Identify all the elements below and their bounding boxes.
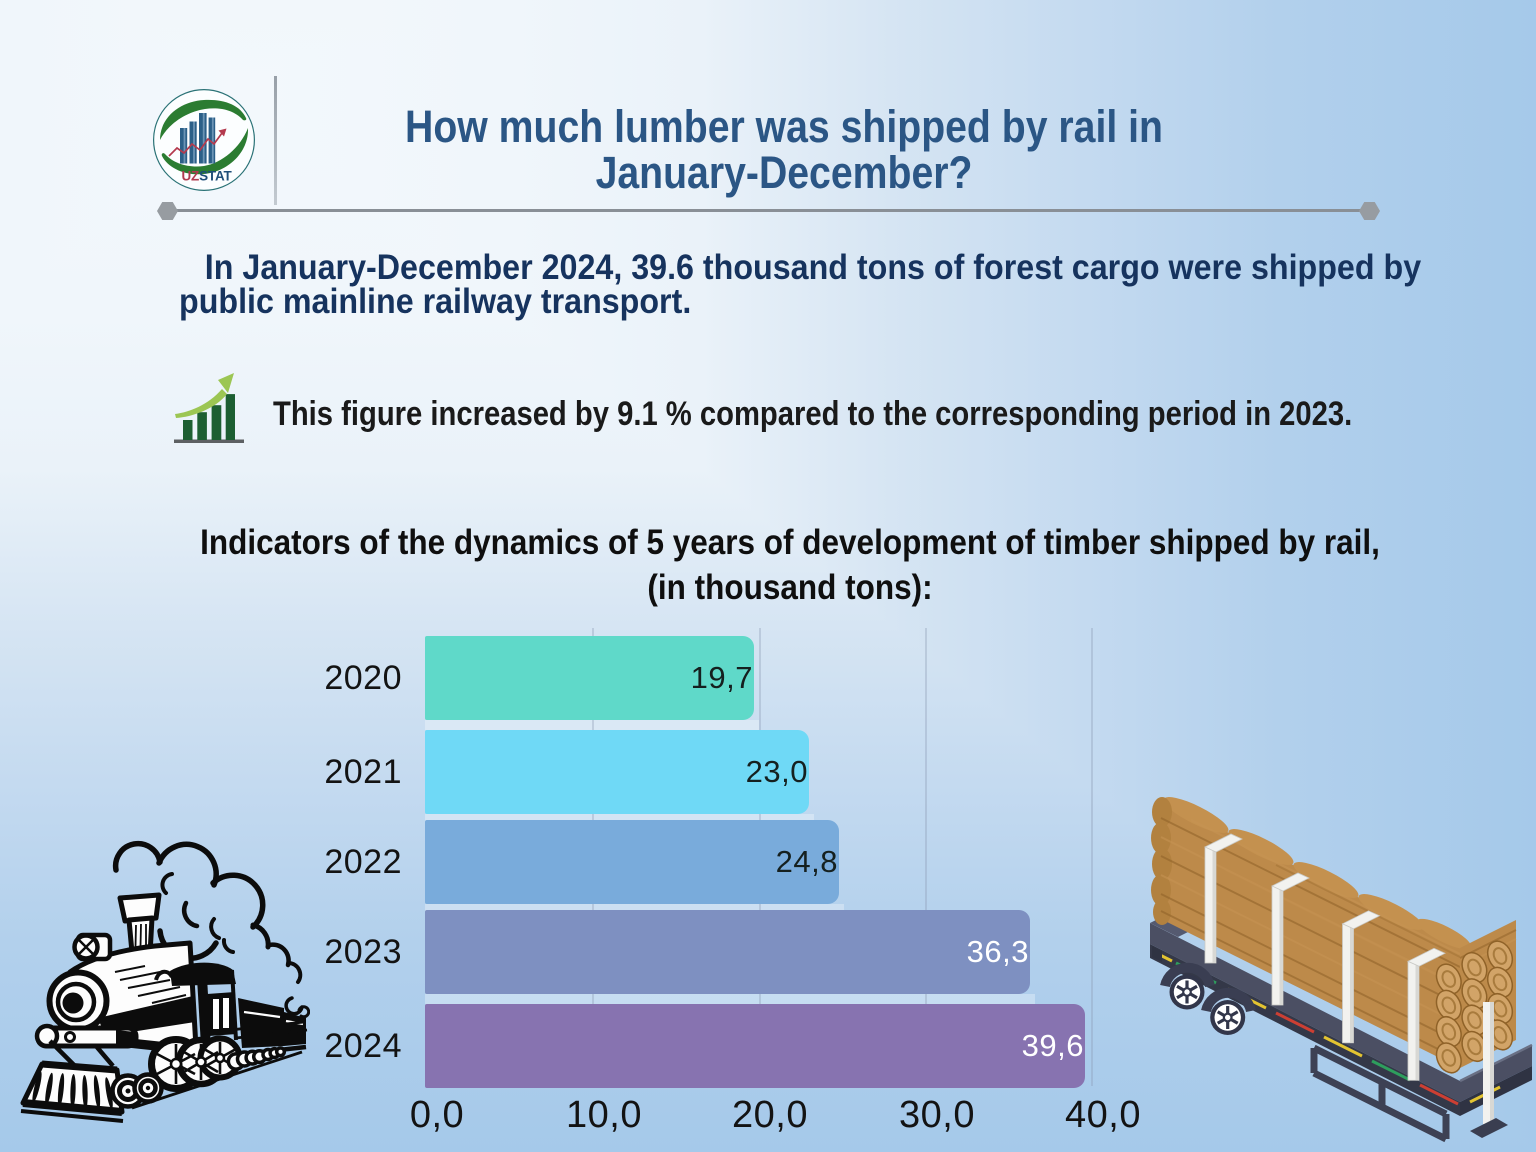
svg-text:UZSTAT: UZSTAT: [182, 169, 233, 184]
